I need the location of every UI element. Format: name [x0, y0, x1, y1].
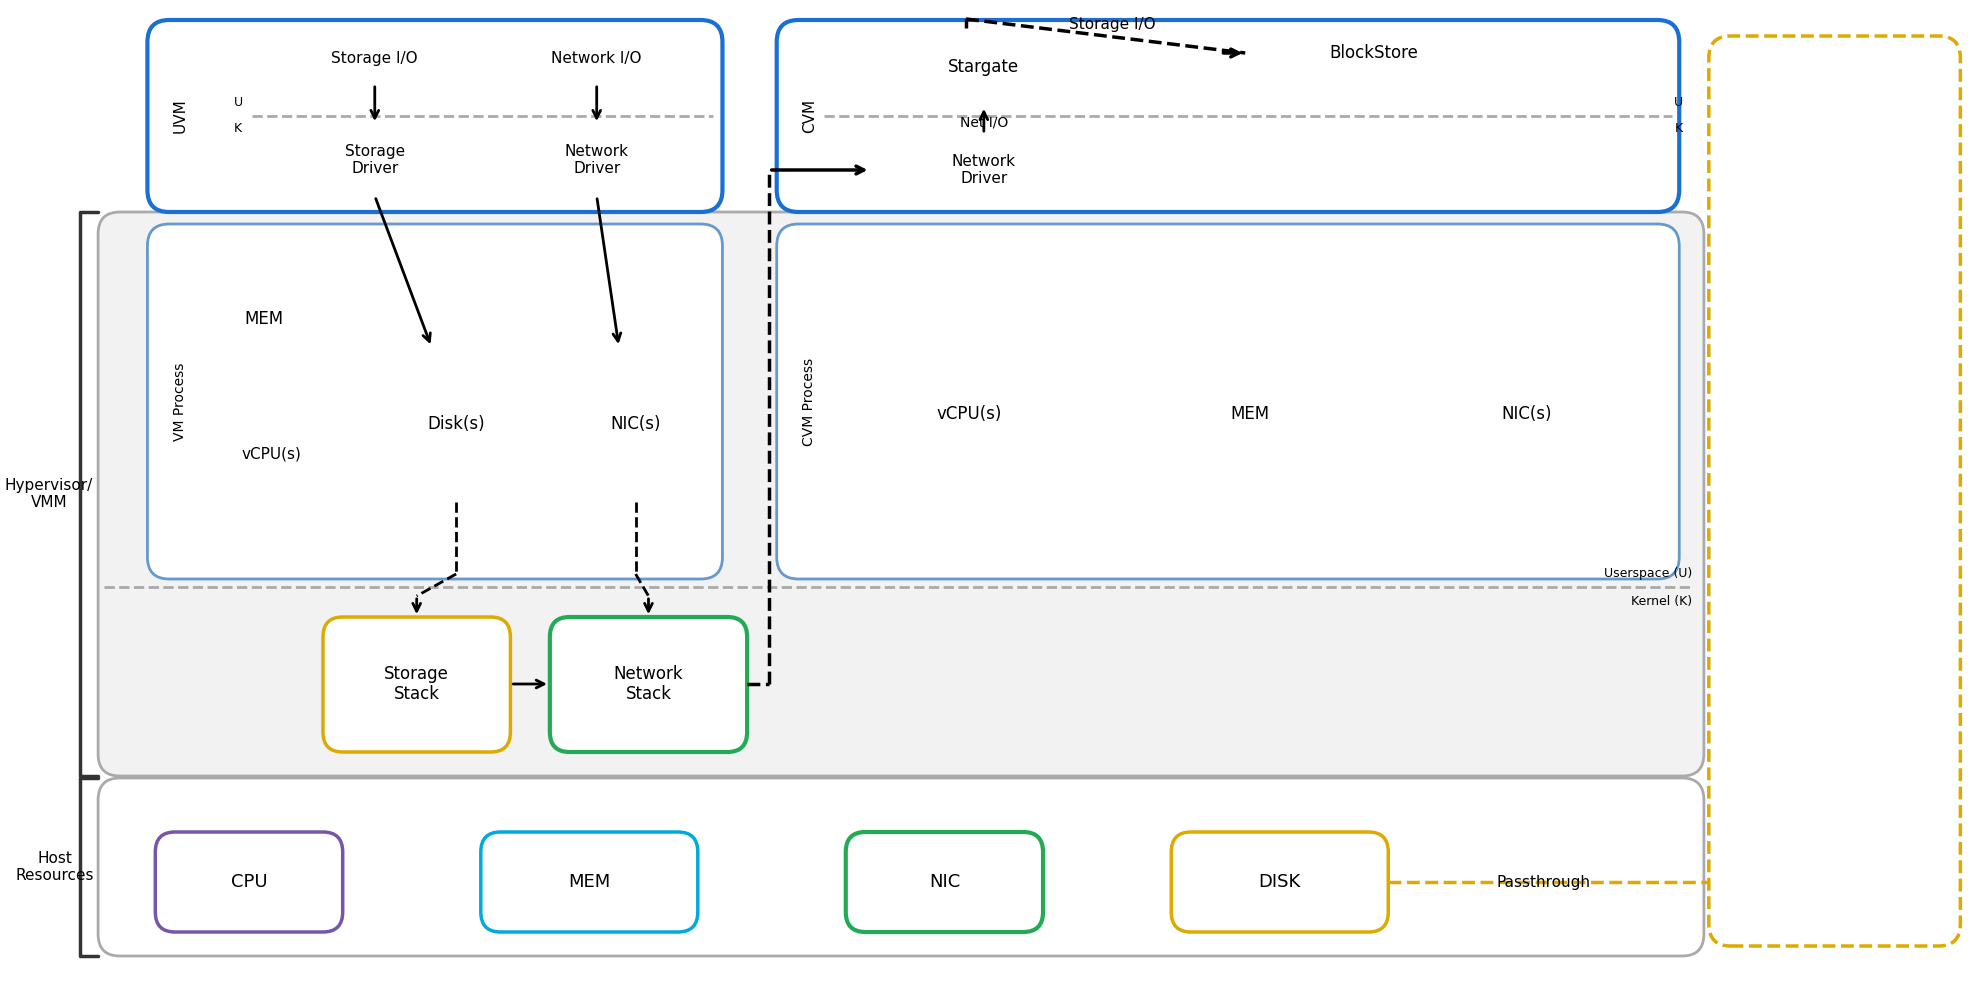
FancyBboxPatch shape	[284, 32, 467, 84]
Text: CPU: CPU	[230, 873, 268, 891]
Text: Storage I/O: Storage I/O	[1068, 17, 1156, 31]
Text: Kernel (K): Kernel (K)	[1631, 595, 1692, 608]
Text: VM Process: VM Process	[173, 363, 187, 441]
Text: Network
Driver: Network Driver	[951, 154, 1017, 186]
FancyBboxPatch shape	[201, 269, 328, 369]
Text: Stargate: Stargate	[947, 58, 1019, 76]
FancyBboxPatch shape	[1126, 274, 1374, 554]
FancyBboxPatch shape	[481, 832, 697, 932]
Text: U: U	[234, 95, 244, 108]
FancyBboxPatch shape	[1172, 832, 1388, 932]
Text: Net I/O: Net I/O	[959, 115, 1009, 129]
FancyBboxPatch shape	[777, 20, 1680, 212]
Text: U: U	[1674, 95, 1684, 108]
Text: MEM: MEM	[568, 873, 610, 891]
Text: Host
Resources: Host Resources	[16, 851, 93, 884]
Text: Network
Stack: Network Stack	[614, 664, 683, 704]
FancyBboxPatch shape	[147, 224, 723, 579]
Text: Storage I/O: Storage I/O	[332, 50, 419, 66]
Text: K: K	[1674, 122, 1682, 136]
FancyBboxPatch shape	[846, 832, 1043, 932]
Text: Hypervisor/
VMM: Hypervisor/ VMM	[4, 478, 93, 510]
Text: Storage
Driver: Storage Driver	[346, 144, 405, 176]
Text: K: K	[234, 122, 242, 136]
FancyBboxPatch shape	[550, 617, 747, 752]
Text: DISK: DISK	[1259, 873, 1301, 891]
Text: BlockStore: BlockStore	[1329, 44, 1418, 62]
FancyBboxPatch shape	[1245, 27, 1501, 79]
Text: MEM: MEM	[1231, 405, 1269, 423]
FancyBboxPatch shape	[570, 347, 703, 502]
FancyBboxPatch shape	[201, 407, 344, 502]
FancyBboxPatch shape	[367, 347, 544, 502]
FancyBboxPatch shape	[850, 274, 1088, 554]
Text: vCPU(s): vCPU(s)	[240, 447, 302, 461]
FancyBboxPatch shape	[870, 28, 1098, 106]
Text: Userspace (U): Userspace (U)	[1605, 568, 1692, 581]
FancyBboxPatch shape	[1418, 274, 1634, 554]
FancyBboxPatch shape	[870, 134, 1098, 206]
FancyBboxPatch shape	[284, 124, 467, 196]
FancyBboxPatch shape	[500, 124, 693, 196]
Text: CVM: CVM	[802, 99, 816, 133]
Text: NIC(s): NIC(s)	[610, 415, 661, 433]
Text: UVM: UVM	[173, 98, 187, 134]
Text: NIC: NIC	[929, 873, 959, 891]
FancyBboxPatch shape	[155, 832, 344, 932]
FancyBboxPatch shape	[97, 212, 1704, 776]
Text: Storage
Stack: Storage Stack	[383, 664, 449, 704]
FancyBboxPatch shape	[324, 617, 510, 752]
FancyBboxPatch shape	[97, 778, 1704, 956]
FancyBboxPatch shape	[147, 20, 723, 212]
Text: Disk(s): Disk(s)	[427, 415, 485, 433]
Text: CVM Process: CVM Process	[802, 358, 816, 446]
FancyBboxPatch shape	[500, 32, 693, 84]
FancyBboxPatch shape	[777, 224, 1680, 579]
Text: Passthrough: Passthrough	[1497, 875, 1591, 890]
Text: vCPU(s): vCPU(s)	[935, 405, 1001, 423]
Text: Network
Driver: Network Driver	[564, 144, 630, 176]
Text: NIC(s): NIC(s)	[1501, 405, 1551, 423]
Text: Network I/O: Network I/O	[552, 50, 641, 66]
Text: MEM: MEM	[244, 310, 284, 328]
